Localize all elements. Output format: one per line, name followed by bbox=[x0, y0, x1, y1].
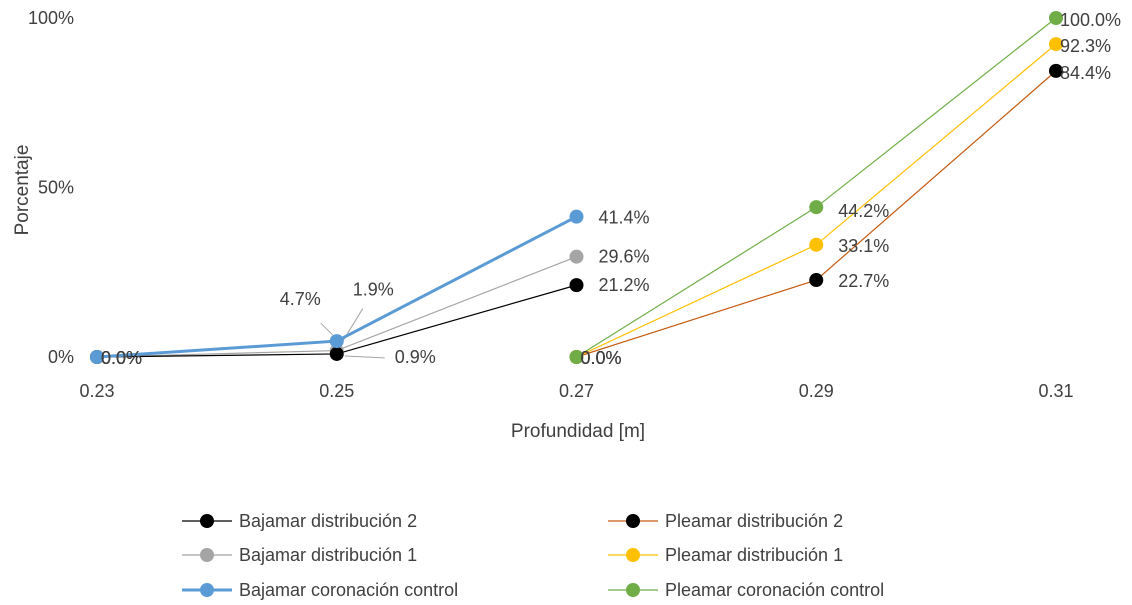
legend: Bajamar distribución 2 Bajamar distribuci… bbox=[182, 511, 884, 600]
x-axis-ticks: 0.23 0.25 0.27 0.29 0.31 bbox=[79, 381, 1073, 401]
data-point bbox=[809, 237, 824, 252]
series-lines bbox=[96, 17, 1057, 359]
data-label: 1.9% bbox=[353, 280, 394, 300]
data-point bbox=[329, 346, 344, 361]
legend-marker bbox=[200, 583, 214, 597]
y-tick-label: 50% bbox=[38, 178, 74, 198]
x-axis-label: Profundidad [m] bbox=[511, 421, 645, 442]
data-point bbox=[1049, 11, 1063, 25]
data-label: 0.0% bbox=[101, 348, 142, 368]
legend-label: Bajamar distribución 1 bbox=[239, 545, 417, 565]
data-label: 44.2% bbox=[838, 201, 889, 221]
series-line bbox=[576, 17, 1057, 358]
data-label: 22.7% bbox=[838, 271, 889, 291]
data-label: 100.0% bbox=[1060, 10, 1121, 30]
series-markers bbox=[90, 11, 1063, 364]
data-label: 0.0% bbox=[581, 348, 622, 368]
y-axis-label: Porcentaje bbox=[12, 145, 33, 236]
legend-label: Pleamar distribución 1 bbox=[665, 545, 843, 565]
leader-line bbox=[344, 355, 385, 359]
leader-line bbox=[320, 322, 334, 336]
legend-label: Pleamar distribución 2 bbox=[665, 511, 843, 531]
data-label: 4.7% bbox=[280, 289, 321, 309]
data-label: 0.9% bbox=[395, 347, 436, 367]
data-label: 21.2% bbox=[599, 275, 650, 295]
x-tick-label: 0.27 bbox=[559, 381, 594, 401]
x-tick-label: 0.31 bbox=[1038, 381, 1073, 401]
data-point bbox=[809, 200, 824, 215]
y-axis-ticks: 0% 50% 100% bbox=[28, 8, 74, 367]
data-label: 29.6% bbox=[599, 247, 650, 267]
y-tick-label: 0% bbox=[48, 347, 74, 367]
data-point bbox=[1049, 63, 1063, 78]
legend-marker bbox=[200, 514, 214, 528]
data-label: 0.0% bbox=[581, 348, 622, 368]
data-label: 0.0% bbox=[101, 348, 142, 368]
data-point bbox=[1049, 37, 1063, 52]
x-tick-label: 0.25 bbox=[319, 381, 354, 401]
data-point bbox=[569, 249, 584, 264]
legend-label: Pleamar coronación control bbox=[665, 580, 884, 600]
x-tick-label: 0.23 bbox=[79, 381, 114, 401]
data-label: 41.4% bbox=[599, 208, 650, 228]
legend-marker bbox=[200, 548, 214, 562]
legend-marker bbox=[626, 583, 640, 597]
data-point bbox=[569, 278, 584, 293]
legend-label: Bajamar coronación control bbox=[239, 580, 458, 600]
data-point bbox=[809, 273, 824, 288]
data-label: 92.3% bbox=[1060, 36, 1111, 56]
data-point bbox=[90, 350, 104, 364]
data-label: 0.0% bbox=[101, 348, 142, 368]
data-labels: 0.0%1.9%29.6%0.0% 0.9%21.2%0.0%4.7%41.4%0… bbox=[101, 10, 1121, 368]
data-label: 84.4% bbox=[1060, 63, 1111, 83]
legend-label: Bajamar distribución 2 bbox=[239, 511, 417, 531]
data-point bbox=[329, 334, 344, 349]
legend-marker bbox=[626, 548, 640, 562]
data-point bbox=[569, 209, 584, 224]
x-tick-label: 0.29 bbox=[799, 381, 834, 401]
data-point bbox=[569, 350, 584, 364]
leader-line bbox=[340, 308, 364, 345]
legend-marker bbox=[626, 514, 640, 528]
data-label: 33.1% bbox=[838, 236, 889, 256]
y-tick-label: 100% bbox=[28, 8, 74, 28]
data-label: 0.0% bbox=[581, 348, 622, 368]
